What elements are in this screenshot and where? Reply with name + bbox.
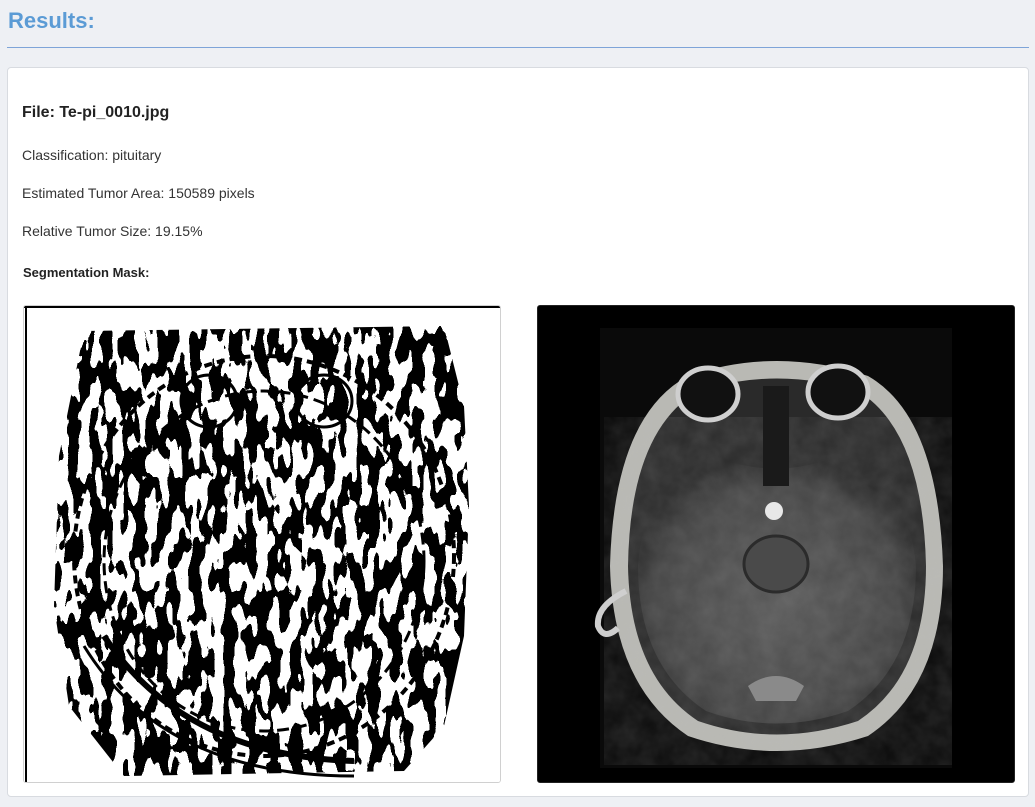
mri-scan-graphic [538,306,1014,782]
results-heading: Results: [8,8,95,33]
segmentation-mask-graphic [24,306,500,782]
file-name-title: File: Te-pi_0010.jpg [22,104,170,121]
segmentation-mask-heading: Segmentation Mask: [23,265,150,280]
tumor-area-text: Estimated Tumor Area: 150589 pixels [22,185,255,201]
segmentation-mask-image [23,305,501,783]
results-card: File: Te-pi_0010.jpg Classification: pit… [7,67,1029,797]
mri-scan-image [537,305,1015,783]
relative-size-text: Relative Tumor Size: 19.15% [22,223,203,239]
heading-divider [7,47,1029,48]
classification-text: Classification: pituitary [22,147,162,163]
